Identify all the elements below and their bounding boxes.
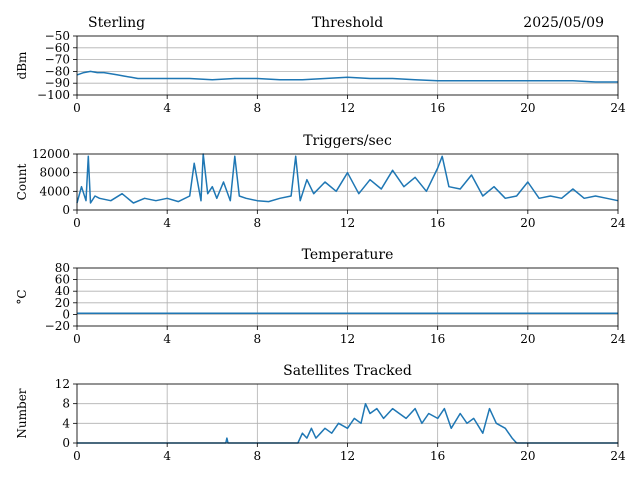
chart-panel-4: 0 4 8 12 16 20 24 0 4 8 12 Satellites Tracked Number: [15, 363, 626, 463]
x-tick-label: 0: [73, 449, 81, 463]
y-tick-label: 20: [55, 296, 70, 310]
y-tick-label: −70: [45, 53, 70, 67]
x-tick-label: 16: [430, 101, 445, 115]
series-line: [77, 402, 618, 444]
x-tick-label: 8: [254, 332, 262, 346]
y-tick-label: 12000: [32, 147, 70, 161]
x-tick-label: 20: [520, 332, 535, 346]
chart-title: Threshold: [312, 15, 383, 31]
y-tick-label: 40: [55, 284, 70, 298]
series-line: [76, 70, 618, 83]
y-axis-label: dBm: [15, 51, 29, 80]
y-tick-label: −100: [37, 88, 70, 102]
y-tick-label: −20: [45, 319, 70, 333]
series-line: [76, 153, 619, 204]
chart-title: Triggers/sec: [303, 133, 392, 149]
y-tick-label: 0: [62, 307, 70, 321]
y-tick-label: 8000: [39, 166, 70, 180]
x-tick-label: 12: [340, 216, 355, 230]
x-tick-label: 16: [430, 332, 445, 346]
y-tick-label: 8: [62, 397, 70, 411]
chart-panel-1: 0 4 8 12 16 20 24 −100−90−80−70−60−50 Threshold d…: [15, 15, 626, 115]
x-tick-label: 8: [254, 101, 262, 115]
chart-title: Satellites Tracked: [283, 363, 412, 379]
x-tick-label: 24: [610, 216, 626, 230]
x-tick-label: 8: [254, 216, 262, 230]
x-tick-label: 8: [254, 449, 262, 463]
report-date: 2025/05/09: [523, 15, 604, 31]
y-tick-label: −90: [45, 76, 70, 90]
x-tick-label: 16: [430, 216, 445, 230]
y-axis-label: Number: [15, 388, 29, 438]
y-tick-label: 80: [55, 261, 70, 275]
chart-title: Temperature: [302, 247, 394, 263]
x-tick-label: 4: [163, 101, 171, 115]
y-tick-label: 12: [55, 377, 70, 391]
y-tick-label: 4000: [39, 184, 70, 198]
x-tick-label: 4: [163, 216, 171, 230]
y-tick-label: −60: [45, 41, 70, 55]
x-tick-label: 20: [520, 101, 535, 115]
x-tick-label: 16: [430, 449, 445, 463]
x-tick-label: 4: [163, 449, 171, 463]
x-tick-label: 20: [520, 216, 535, 230]
x-tick-label: 0: [73, 332, 81, 346]
y-tick-label: 4: [62, 416, 70, 430]
y-tick-label: −50: [45, 29, 70, 43]
x-tick-label: 24: [610, 449, 626, 463]
y-tick-label: 60: [55, 273, 70, 287]
x-tick-label: 0: [73, 101, 81, 115]
y-axis-label: °C: [15, 289, 29, 304]
y-tick-label: −80: [45, 64, 70, 78]
y-tick-label: 0: [62, 436, 70, 450]
x-tick-label: 4: [163, 332, 171, 346]
y-axis-label: Count: [15, 163, 29, 200]
y-tick-label: 0: [62, 203, 70, 217]
x-tick-label: 0: [73, 216, 81, 230]
x-tick-label: 12: [340, 101, 355, 115]
x-tick-label: 20: [520, 449, 535, 463]
x-tick-label: 12: [340, 332, 355, 346]
chart-panel-2: 0 4 8 12 16 20 24 0 4000 8000 12000 Triggers/sec Cou…: [15, 133, 626, 230]
x-tick-label: 12: [340, 449, 355, 463]
x-tick-label: 24: [610, 332, 626, 346]
x-tick-label: 24: [610, 101, 626, 115]
station-name: Sterling: [88, 15, 145, 31]
